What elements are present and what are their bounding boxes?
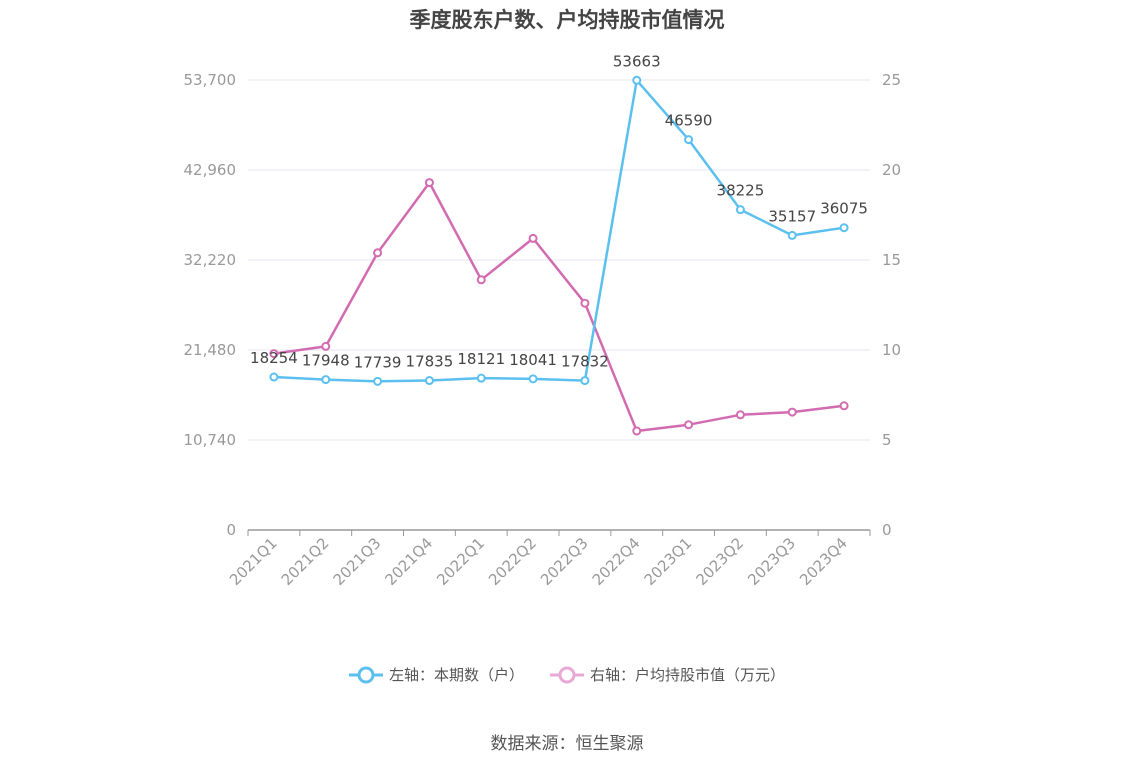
data-point-left [684, 135, 694, 145]
data-point-left [632, 75, 642, 85]
x-tick-label: 2022Q4 [589, 534, 644, 589]
y-left-tick-label: 32,220 [184, 251, 237, 269]
data-point-right [269, 349, 279, 359]
y-left-tick-label: 0 [226, 521, 236, 539]
x-tick-label: 2023Q3 [744, 534, 799, 589]
legend-swatch-left-series [348, 666, 383, 683]
data-label: 36075 [820, 200, 868, 218]
data-label: 17739 [354, 353, 402, 371]
y-left-tick-label: 21,480 [184, 341, 237, 359]
data-point-right [321, 341, 331, 351]
data-point-left [787, 230, 797, 240]
legend-swatch-right-series [550, 666, 584, 683]
data-point-right [632, 426, 642, 436]
series-line-left [273, 79, 845, 383]
data-label: 35157 [768, 207, 816, 225]
data-label: 18254 [250, 349, 298, 367]
data-point-left [735, 205, 745, 215]
legend-item-left-series[interactable]: 左轴：本期数（户） [348, 664, 524, 685]
data-point-right [580, 298, 590, 308]
data-point-right [735, 410, 745, 420]
legend-label-right-series: 右轴：户均持股市值（万元） [590, 666, 786, 684]
x-tick-label: 2021Q4 [381, 534, 436, 589]
data-point-left [476, 373, 486, 383]
data-point-right [373, 248, 383, 258]
data-point-left [424, 376, 434, 386]
source-note: 数据来源：恒生聚源 [490, 734, 644, 754]
label-layer: 18254 17948 17739 17835 18121 18041 17832 53663… [250, 52, 868, 371]
data-point-right [839, 401, 849, 411]
y-left-tick-label: 10,740 [184, 431, 237, 449]
data-point-left [373, 376, 383, 386]
data-point-right [528, 233, 538, 243]
x-tick-label: 2021Q1 [226, 534, 281, 589]
axis-layer: 0 0 10,740 5 21,480 10 32,220 15 42,960 20 53,700 2… [184, 71, 902, 589]
data-label: 53663 [613, 52, 661, 70]
x-tick-label: 2022Q3 [537, 534, 592, 589]
y-right-tick-label: 20 [882, 161, 901, 179]
series-layer [269, 75, 849, 436]
y-right-tick-label: 10 [882, 341, 901, 359]
legend-label-left-series: 左轴：本期数（户） [388, 666, 524, 684]
data-point-left [839, 223, 849, 233]
x-tick-label: 2023Q1 [641, 534, 696, 589]
data-point-right [787, 407, 797, 417]
y-right-tick-label: 5 [882, 431, 892, 449]
data-point-right [684, 420, 694, 430]
x-tick-label: 2022Q1 [433, 534, 488, 589]
data-label: 18041 [509, 351, 557, 369]
y-left-tick-label: 53,700 [184, 71, 237, 89]
data-point-left [528, 374, 538, 384]
data-point-right [424, 178, 434, 188]
data-label: 46590 [665, 112, 713, 130]
data-label: 17948 [302, 352, 350, 370]
data-label: 17832 [561, 353, 609, 371]
x-tick-label: 2023Q4 [796, 534, 851, 589]
x-tick-label: 2023Q2 [692, 534, 747, 589]
data-label: 18121 [457, 350, 505, 368]
y-right-tick-label: 25 [882, 71, 901, 89]
x-tick-label: 2021Q2 [278, 534, 333, 589]
chart-area: 0 0 10,740 5 21,480 10 32,220 15 42,960 20 53,700 2… [184, 52, 902, 589]
data-label: 38225 [717, 182, 765, 200]
data-point-left [580, 376, 590, 386]
x-tick-label: 2022Q2 [485, 534, 540, 589]
data-point-right [476, 275, 486, 285]
data-point-left [321, 375, 331, 385]
y-right-tick-label: 15 [882, 251, 901, 269]
legend-item-right-series[interactable]: 右轴：户均持股市值（万元） [550, 664, 785, 685]
chart-title: 季度股东户数、户均持股市值情况 [409, 8, 725, 32]
x-tick-label: 2021Q3 [330, 534, 385, 589]
data-label: 17835 [406, 353, 454, 371]
data-point-left [269, 372, 279, 382]
y-left-tick-label: 42,960 [184, 161, 237, 179]
series-line-right [273, 181, 845, 433]
legend: 左轴：本期数（户） 右轴：户均持股市值（万元） [0, 664, 1134, 685]
grid-layer [248, 79, 870, 441]
y-right-tick-label: 0 [882, 521, 892, 539]
